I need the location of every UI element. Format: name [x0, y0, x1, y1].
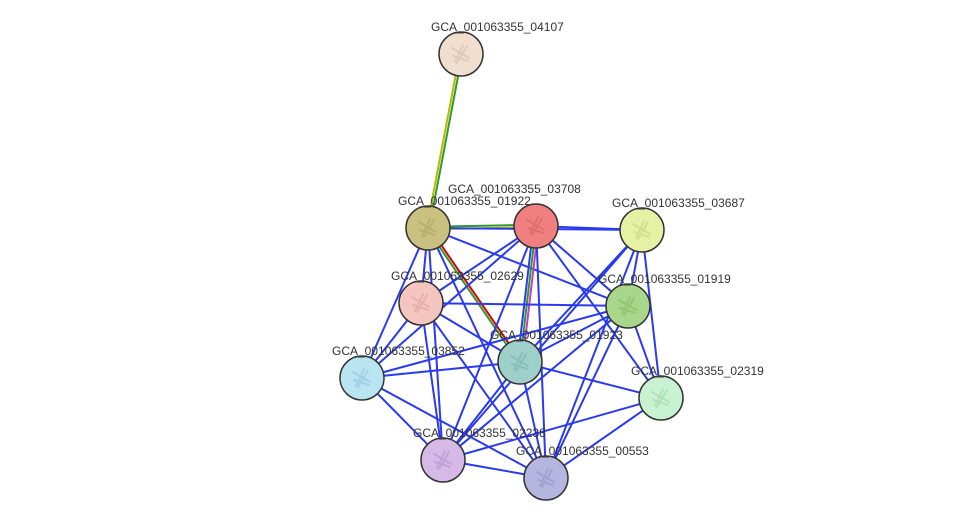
node-label: GCA_001063355_03687 [612, 196, 745, 210]
protein-node[interactable] [498, 340, 542, 384]
protein-node[interactable] [514, 204, 558, 248]
protein-node[interactable] [406, 206, 450, 250]
node-label: GCA_001063355_00553 [516, 444, 649, 458]
protein-node[interactable] [399, 281, 443, 325]
edge [450, 225, 514, 226]
node-label: GCA_001063355_04107 [431, 20, 564, 34]
protein-network-graph[interactable]: GCA_001063355_04107GCA_001063355_01922GC… [0, 0, 976, 526]
edge [523, 248, 534, 340]
node-label: GCA_001063355_03852 [332, 344, 465, 358]
protein-node[interactable] [421, 438, 465, 482]
node-label: GCA_001063355_03708 [448, 182, 581, 196]
node-label: GCA_001063355_02319 [631, 364, 764, 378]
protein-node[interactable] [606, 284, 650, 328]
edge [541, 367, 639, 392]
node-label: GCA_001063355_01923 [490, 328, 623, 342]
protein-node[interactable] [439, 32, 483, 76]
node-label: GCA_001063355_01922 [398, 194, 531, 208]
protein-node[interactable] [620, 208, 664, 252]
edge [465, 464, 525, 474]
node-label: GCA_001063355_02629 [391, 269, 524, 283]
protein-node[interactable] [524, 456, 568, 500]
node-label: GCA_001063355_02238 [413, 426, 546, 440]
protein-node[interactable] [340, 356, 384, 400]
edge [443, 303, 606, 305]
edge [384, 364, 498, 376]
edge [525, 248, 536, 340]
protein-node[interactable] [639, 376, 683, 420]
edge [555, 326, 618, 458]
node-label: GCA_001063355_01919 [598, 272, 731, 286]
